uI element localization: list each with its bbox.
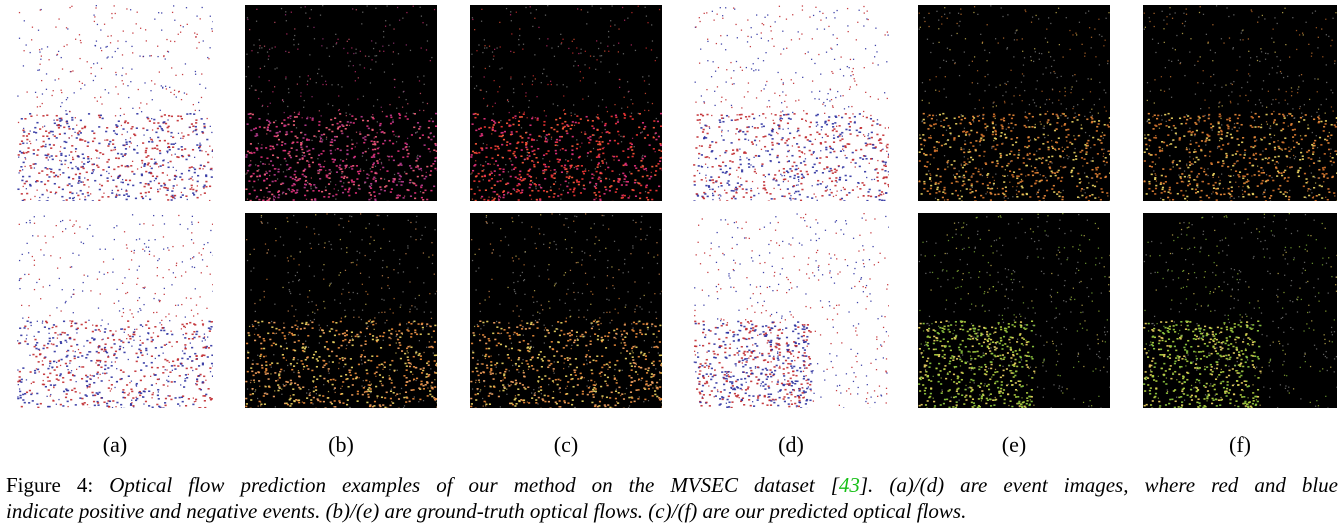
caption-label: Figure 4: — [6, 473, 94, 497]
panel-f-top-predicted-flow — [1143, 5, 1337, 201]
subfigure-label-c: (c) — [553, 432, 579, 457]
panel-b-top-ground-truth-flow — [245, 5, 437, 201]
panel-c-top-predicted-flow — [470, 5, 662, 201]
caption-text-before-cite: Optical flow prediction examples of our … — [109, 473, 839, 497]
panel-f-bottom-predicted-flow — [1143, 213, 1337, 408]
panel-e-bottom-ground-truth-flow — [918, 213, 1110, 408]
panel-b-bottom-ground-truth-flow — [245, 213, 437, 408]
subfigure-label-a: (a) — [102, 432, 128, 457]
caption-line-1: Figure 4: Optical flow prediction exampl… — [6, 472, 1338, 498]
panel-c-bottom-predicted-flow — [470, 213, 662, 408]
figure-grid — [17, 5, 1337, 408]
caption-text-after-cite: ]. (a)/(d) are event images, where red a… — [859, 473, 1339, 497]
panel-a-bottom-event-image — [17, 213, 213, 408]
panel-d-bottom-event-image — [693, 213, 889, 408]
caption-line-2: indicate positive and negative events. (… — [6, 499, 967, 523]
subfigure-label-d: (d) — [778, 432, 804, 457]
panel-a-top-event-image — [17, 5, 213, 201]
panel-d-top-event-image — [693, 5, 889, 201]
figure-caption: Figure 4: Optical flow prediction exampl… — [6, 472, 1338, 524]
panel-e-top-ground-truth-flow — [918, 5, 1110, 201]
subfigure-label-b: (b) — [328, 432, 354, 457]
subfigure-label-f: (f) — [1229, 432, 1251, 457]
caption-citation-link[interactable]: 43 — [838, 473, 860, 497]
subfigure-label-e: (e) — [1001, 432, 1027, 457]
